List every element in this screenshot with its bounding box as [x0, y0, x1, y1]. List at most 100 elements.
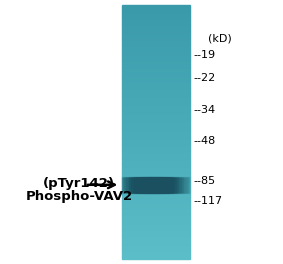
Bar — [122, 238, 190, 240]
Bar — [122, 52, 190, 54]
Bar — [122, 92, 190, 94]
Bar — [122, 195, 190, 197]
Bar — [122, 41, 190, 43]
Bar — [122, 54, 190, 56]
Bar — [122, 88, 190, 90]
Bar — [122, 257, 190, 259]
Bar — [122, 202, 190, 204]
Bar — [122, 227, 190, 229]
Bar — [122, 240, 190, 242]
Bar — [122, 252, 190, 254]
Bar — [122, 250, 190, 252]
Bar — [122, 56, 190, 58]
Bar — [122, 225, 190, 227]
Bar — [122, 7, 190, 10]
Bar — [122, 81, 190, 83]
Bar — [122, 132, 190, 134]
Bar — [122, 176, 190, 178]
Bar — [122, 24, 190, 26]
Bar — [122, 100, 190, 102]
Bar — [122, 102, 190, 105]
Bar — [122, 140, 190, 143]
Bar — [122, 170, 190, 172]
Bar — [122, 113, 190, 115]
Bar — [122, 48, 190, 50]
Bar — [122, 69, 190, 71]
Bar — [122, 153, 190, 155]
Bar — [122, 254, 190, 257]
Bar — [122, 105, 190, 107]
Text: --19: --19 — [194, 50, 216, 60]
Bar — [122, 233, 190, 235]
Text: Phospho-VAV2: Phospho-VAV2 — [26, 190, 133, 203]
Bar — [122, 121, 190, 124]
Bar — [122, 33, 190, 35]
Bar — [122, 242, 190, 244]
Bar — [122, 67, 190, 69]
Bar — [122, 79, 190, 81]
Bar — [122, 136, 190, 138]
Bar — [122, 111, 190, 113]
Bar — [122, 83, 190, 86]
Bar — [122, 181, 190, 183]
Bar — [122, 58, 190, 60]
Bar — [122, 191, 190, 193]
Bar — [122, 119, 190, 121]
Bar — [122, 115, 190, 117]
Bar — [122, 138, 190, 140]
Bar — [122, 109, 190, 111]
Bar — [122, 143, 190, 145]
Bar — [122, 10, 190, 12]
Bar — [122, 35, 190, 37]
Bar — [122, 151, 190, 153]
Bar — [122, 187, 190, 189]
Bar — [122, 208, 190, 210]
Bar — [122, 157, 190, 159]
Bar — [122, 246, 190, 248]
Bar — [122, 107, 190, 109]
Bar — [122, 145, 190, 147]
Bar — [122, 75, 190, 77]
Bar — [122, 98, 190, 100]
Bar — [122, 223, 190, 225]
Bar — [122, 231, 190, 233]
Bar — [122, 12, 190, 14]
Bar — [122, 5, 190, 7]
Bar — [122, 134, 190, 136]
Bar — [122, 90, 190, 92]
Bar — [122, 14, 190, 16]
Bar — [122, 130, 190, 132]
Text: (pTyr142): (pTyr142) — [43, 177, 115, 190]
Bar — [122, 229, 190, 231]
Bar — [122, 50, 190, 52]
Bar — [122, 189, 190, 191]
Bar — [122, 174, 190, 176]
Bar — [122, 235, 190, 238]
Bar — [122, 197, 190, 200]
Bar — [122, 168, 190, 170]
Bar — [122, 128, 190, 130]
Bar — [122, 73, 190, 75]
Bar — [122, 117, 190, 119]
Bar — [122, 71, 190, 73]
Bar — [122, 31, 190, 33]
Bar — [122, 77, 190, 79]
Bar — [122, 60, 190, 62]
Bar — [122, 204, 190, 206]
Bar — [122, 216, 190, 219]
Bar — [122, 96, 190, 98]
Bar — [122, 166, 190, 168]
Text: (kD): (kD) — [208, 33, 232, 43]
Text: --48: --48 — [194, 136, 216, 146]
Bar — [122, 94, 190, 96]
Bar — [122, 210, 190, 212]
Bar — [122, 248, 190, 250]
Bar — [122, 164, 190, 166]
Bar — [122, 62, 190, 64]
Bar — [122, 124, 190, 126]
Bar — [122, 185, 190, 187]
Bar — [122, 172, 190, 174]
Bar — [122, 39, 190, 41]
Text: --85: --85 — [194, 176, 216, 186]
Bar — [122, 178, 190, 181]
